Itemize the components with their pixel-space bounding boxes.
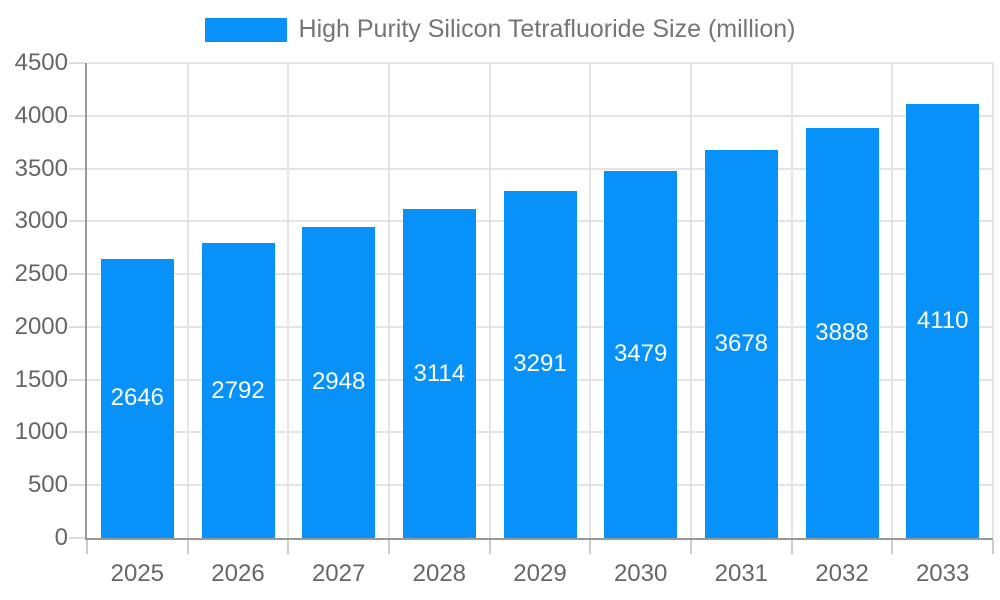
x-axis-tick: [488, 540, 491, 554]
bar-value-label: 2646: [110, 384, 165, 412]
x-axis-tick-label: 2027: [311, 560, 366, 587]
y-axis-tick-label: 2500: [14, 260, 68, 288]
bar[interactable]: 2792: [201, 243, 275, 538]
bar-value-label: 3678: [714, 329, 769, 357]
bar[interactable]: 3479: [604, 170, 678, 538]
y-axis-tick-label: 4500: [14, 49, 68, 76]
gridline-horizontal: [87, 62, 993, 64]
y-axis-tick: [69, 273, 85, 276]
gridline-vertical: [891, 63, 894, 538]
gridline-vertical: [287, 63, 290, 538]
bar-value-label: 3479: [613, 340, 668, 368]
gridline-vertical: [690, 63, 692, 538]
bar[interactable]: 3114: [402, 209, 476, 538]
x-axis-tick-label: 2031: [714, 560, 769, 587]
y-axis-tick: [69, 114, 85, 117]
legend: High Purity Silicon Tetrafluoride Size (…: [0, 15, 1000, 44]
y-axis-tick: [69, 325, 85, 328]
bar-value-label: 4110: [916, 307, 969, 335]
x-axis-tick: [992, 540, 994, 554]
x-axis-tick: [86, 540, 88, 554]
y-axis-tick: [69, 431, 85, 434]
x-axis-tick: [388, 540, 390, 554]
gridline-horizontal: [87, 114, 993, 117]
bar-value-label: 3114: [413, 359, 466, 387]
y-axis-tick: [69, 484, 85, 487]
y-axis-tick-label: 3500: [14, 154, 68, 182]
x-axis-tick-label: 2026: [211, 560, 265, 587]
bar-value-label: 2792: [211, 376, 265, 404]
gridline-vertical: [388, 63, 390, 538]
bar[interactable]: 3678: [704, 149, 778, 538]
gridline-vertical: [589, 63, 592, 538]
y-axis-tick-label: 1000: [14, 418, 68, 446]
bar-value-label: 2948: [311, 368, 366, 396]
x-axis-tick-label: 2029: [513, 560, 567, 587]
y-axis-tick-label: 500: [27, 471, 68, 499]
y-axis-tick-label: 0: [54, 524, 68, 551]
x-axis-tick: [589, 540, 592, 554]
y-axis-tick: [69, 220, 85, 223]
bar[interactable]: 2646: [100, 258, 174, 538]
y-axis-tick-label: 4000: [14, 101, 68, 129]
y-axis-tick: [69, 62, 85, 64]
gridline-vertical: [186, 63, 189, 538]
legend-label: High Purity Silicon Tetrafluoride Size (…: [298, 15, 796, 43]
bar[interactable]: 3888: [805, 127, 879, 538]
plot-area: 0 500 1000 1500 2000 2500 3000 3500 4000 4500 2646…: [15, 49, 994, 587]
legend-swatch-icon: [204, 17, 287, 42]
x-axis-tick-label: 2030: [613, 560, 668, 587]
gridline-vertical: [992, 63, 994, 538]
x-axis-tick-label: 2025: [110, 560, 165, 587]
bar-value-label: 3888: [815, 318, 869, 346]
y-axis-tick-label: 2000: [14, 312, 68, 340]
bar-value-label: 3291: [513, 350, 567, 378]
gridline-vertical: [488, 63, 491, 538]
bar[interactable]: 4110: [906, 104, 980, 538]
x-axis-tick-label: 2032: [815, 560, 869, 587]
y-axis-tick: [69, 537, 85, 539]
x-axis-line: [85, 538, 993, 540]
bar[interactable]: 2948: [302, 226, 376, 538]
y-axis-tick-label: 1500: [14, 365, 68, 393]
x-axis-tick: [690, 540, 692, 554]
gridline-horizontal: [87, 167, 993, 170]
y-axis-line: [85, 63, 87, 540]
x-axis-tick: [287, 540, 290, 554]
x-axis-tick: [891, 540, 894, 554]
y-axis-tick-label: 3000: [14, 207, 68, 235]
legend-item[interactable]: High Purity Silicon Tetrafluoride Size (…: [204, 15, 796, 44]
x-axis-tick: [186, 540, 189, 554]
x-axis-tick-label: 2033: [915, 560, 970, 587]
x-axis-tick-label: 2028: [412, 560, 467, 587]
gridline-vertical: [790, 63, 793, 538]
y-axis-tick: [69, 167, 85, 170]
bar[interactable]: 3291: [503, 190, 577, 538]
x-axis-tick: [790, 540, 793, 554]
y-axis-tick: [69, 378, 85, 381]
